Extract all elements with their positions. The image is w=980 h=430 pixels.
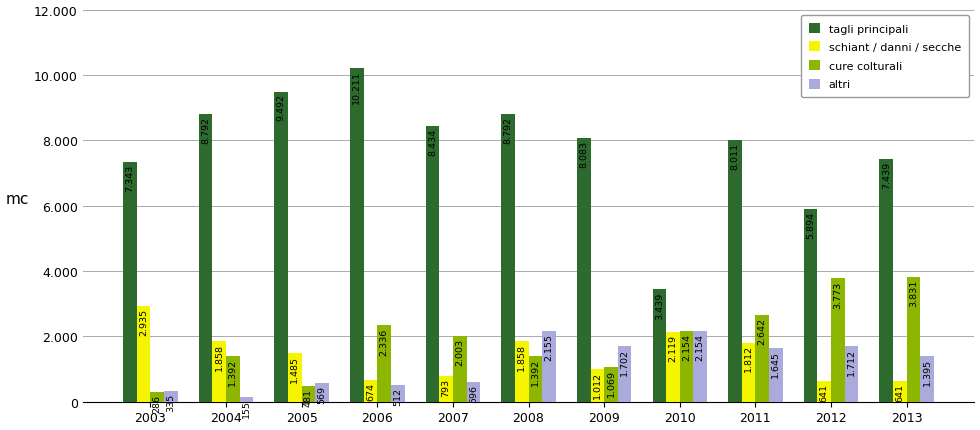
Bar xyxy=(466,382,480,402)
Bar xyxy=(514,341,528,402)
Bar xyxy=(316,383,329,402)
Y-axis label: mc: mc xyxy=(6,191,29,206)
Bar xyxy=(350,69,364,402)
Text: 1.395: 1.395 xyxy=(922,358,932,385)
Text: 1.702: 1.702 xyxy=(620,348,629,375)
Text: 8.011: 8.011 xyxy=(730,143,740,169)
Text: 8.792: 8.792 xyxy=(201,117,210,144)
Bar xyxy=(769,348,783,402)
Bar xyxy=(694,332,707,402)
Bar xyxy=(164,391,177,402)
Legend: tagli principali, schiant / danni / secche, cure colturali, altri: tagli principali, schiant / danni / secc… xyxy=(801,16,969,98)
Bar xyxy=(893,381,907,402)
Bar xyxy=(213,341,226,402)
Bar xyxy=(756,316,769,402)
Bar xyxy=(617,346,631,402)
Bar xyxy=(226,356,240,402)
Bar xyxy=(542,332,556,402)
Bar xyxy=(199,115,213,402)
Bar xyxy=(577,138,591,402)
Bar xyxy=(391,385,405,402)
Text: 1.858: 1.858 xyxy=(215,343,223,370)
Bar xyxy=(831,279,845,402)
Text: 5.894: 5.894 xyxy=(807,212,815,239)
Text: 155: 155 xyxy=(242,399,251,417)
Bar xyxy=(906,277,920,402)
Bar xyxy=(920,356,934,402)
Bar xyxy=(137,306,150,402)
Text: 481: 481 xyxy=(304,388,313,406)
Bar xyxy=(123,163,137,402)
Text: 641: 641 xyxy=(896,383,905,401)
Text: 1.812: 1.812 xyxy=(744,345,753,372)
Bar xyxy=(425,127,439,402)
Text: 1.069: 1.069 xyxy=(607,369,615,396)
Bar xyxy=(653,290,666,402)
Bar xyxy=(742,343,756,402)
Text: 2.642: 2.642 xyxy=(758,318,766,344)
Text: 3.831: 3.831 xyxy=(909,279,918,306)
Bar xyxy=(240,397,253,402)
Text: 674: 674 xyxy=(366,382,375,400)
Text: 9.492: 9.492 xyxy=(276,94,286,121)
Text: 2.154: 2.154 xyxy=(696,334,705,360)
Text: 596: 596 xyxy=(468,384,478,402)
Text: 2.935: 2.935 xyxy=(139,308,148,335)
Text: 2.119: 2.119 xyxy=(668,335,677,362)
Bar xyxy=(288,353,302,402)
Text: 793: 793 xyxy=(442,378,451,396)
Text: 8.434: 8.434 xyxy=(428,129,437,156)
Text: 7.439: 7.439 xyxy=(882,161,891,188)
Bar xyxy=(302,386,316,402)
Bar xyxy=(728,141,742,402)
Text: 512: 512 xyxy=(393,387,402,405)
Text: 641: 641 xyxy=(819,383,829,401)
Text: 10.211: 10.211 xyxy=(353,71,362,104)
Bar xyxy=(453,337,466,402)
Text: 1.858: 1.858 xyxy=(517,343,526,370)
Text: 1.645: 1.645 xyxy=(771,350,780,377)
Bar xyxy=(502,115,514,402)
Text: 335: 335 xyxy=(167,393,175,411)
Text: 2.003: 2.003 xyxy=(456,338,465,366)
Bar xyxy=(605,367,617,402)
Text: 2.336: 2.336 xyxy=(379,328,389,355)
Bar xyxy=(666,333,680,402)
Bar xyxy=(680,332,694,402)
Text: 3.773: 3.773 xyxy=(833,281,843,308)
Text: 3.439: 3.439 xyxy=(655,292,663,319)
Bar xyxy=(274,92,288,402)
Text: 1.392: 1.392 xyxy=(228,358,237,385)
Bar xyxy=(591,369,605,402)
Bar xyxy=(377,326,391,402)
Text: 7.343: 7.343 xyxy=(125,164,134,191)
Text: 1.485: 1.485 xyxy=(290,355,299,382)
Text: 8.792: 8.792 xyxy=(504,117,513,144)
Text: 569: 569 xyxy=(318,385,326,403)
Bar xyxy=(845,346,858,402)
Text: 2.154: 2.154 xyxy=(682,334,691,360)
Bar xyxy=(150,393,164,402)
Bar xyxy=(439,376,453,402)
Bar xyxy=(528,356,542,402)
Bar xyxy=(817,381,831,402)
Text: 1.392: 1.392 xyxy=(531,358,540,385)
Text: 1.712: 1.712 xyxy=(847,348,856,375)
Text: 2.155: 2.155 xyxy=(545,334,554,360)
Bar xyxy=(879,159,893,402)
Bar xyxy=(804,209,817,402)
Text: 1.012: 1.012 xyxy=(593,371,602,398)
Text: 286: 286 xyxy=(153,394,162,412)
Bar xyxy=(364,380,377,402)
Text: 8.083: 8.083 xyxy=(579,140,588,167)
